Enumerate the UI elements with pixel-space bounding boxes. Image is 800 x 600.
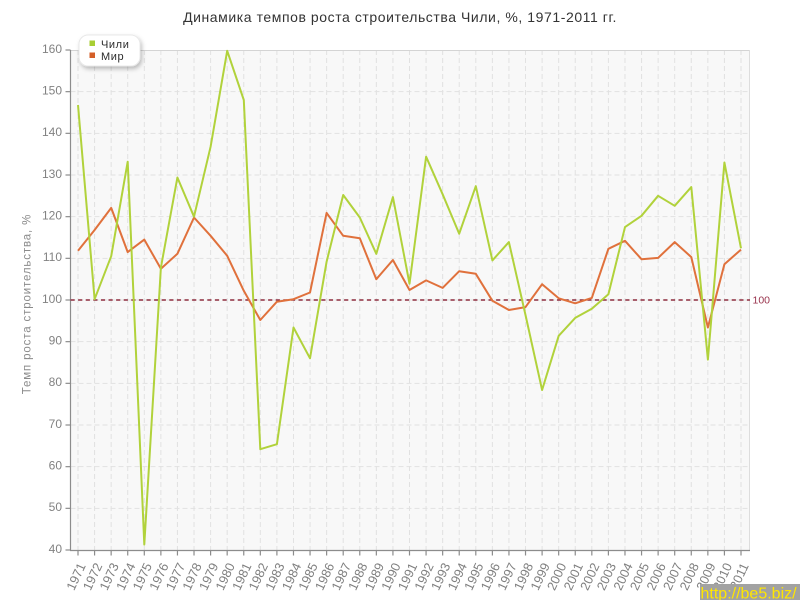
svg-text:40: 40 xyxy=(49,542,63,556)
svg-text:60: 60 xyxy=(49,458,63,472)
svg-text:70: 70 xyxy=(49,417,63,431)
svg-text:130: 130 xyxy=(42,167,62,181)
svg-text:Динамика темпов роста строител: Динамика темпов роста строительства Чили… xyxy=(183,9,617,25)
svg-text:Темп роста строительства, %: Темп роста строительства, % xyxy=(22,214,34,394)
svg-text:http://be5.biz/: http://be5.biz/ xyxy=(701,586,798,600)
svg-text:Мир: Мир xyxy=(101,51,124,63)
svg-text:100: 100 xyxy=(42,292,62,306)
svg-text:160: 160 xyxy=(42,42,62,56)
svg-text:90: 90 xyxy=(49,333,63,347)
svg-text:Чили: Чили xyxy=(101,39,129,51)
svg-text:150: 150 xyxy=(42,83,62,97)
svg-text:50: 50 xyxy=(49,500,63,514)
svg-text:100: 100 xyxy=(753,295,771,307)
svg-text:140: 140 xyxy=(42,125,62,139)
svg-text:110: 110 xyxy=(43,250,62,264)
svg-text:120: 120 xyxy=(42,208,62,222)
svg-text:80: 80 xyxy=(49,375,63,389)
